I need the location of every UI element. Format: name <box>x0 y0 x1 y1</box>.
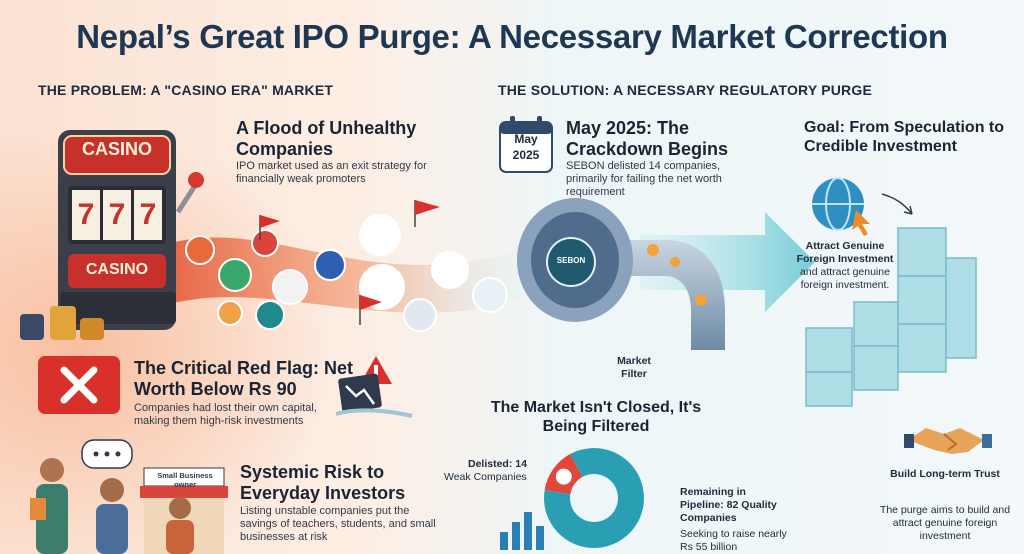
goal-title: Goal: From Speculation to Credible Inves… <box>804 119 1005 155</box>
calendar-month: May <box>514 132 538 146</box>
casino-sign: CASINO <box>81 139 152 159</box>
filtered-title: The Market Isn't Closed, It's Being Filt… <box>490 399 702 435</box>
delisted-label: Delisted: 14 <box>468 458 527 470</box>
market-filter-pipe <box>517 198 725 350</box>
everyday-investors-illustration <box>30 439 228 554</box>
crackdown-title: May 2025: The Crackdown Begins <box>566 118 729 159</box>
page-title: Nepal’s Great IPO Purge: A Necessary Mar… <box>76 18 948 55</box>
crackdown-text: SEBON delisted 14 companies, primarily f… <box>566 160 722 198</box>
calendar-year: 2025 <box>512 148 540 162</box>
red-x-icon <box>38 356 120 414</box>
risk-title: Systemic Risk to Everyday Investors <box>240 462 406 503</box>
delisted-sub: Weak Companies <box>444 471 527 483</box>
shop-sign: Small Business owner <box>157 471 213 489</box>
slot-reel-1: 7 <box>77 198 95 231</box>
solution-heading: THE SOLUTION: A NECESSARY REGULATORY PUR… <box>498 82 872 98</box>
problem-heading: THE PROBLEM: A "CASINO ERA" MARKET <box>38 82 334 98</box>
trust-text: The purge aims to build and attract genu… <box>879 504 1011 542</box>
filter-label: Market Filter <box>617 355 651 380</box>
falling-chart-icon <box>335 356 413 418</box>
red-flag-text: Companies had lost their own capital, ma… <box>134 402 317 427</box>
slot-machine-illustration <box>58 130 204 330</box>
remaining-label: Remaining in Pipeline: 82 Quality Compan… <box>680 486 777 524</box>
risk-text: Listing unstable companies put the savin… <box>240 505 436 543</box>
slot-reel-3: 7 <box>139 198 157 231</box>
foreign-title: Attract Genuine Foreign Investment <box>796 240 894 265</box>
casino-bottom-sign: CASINO <box>85 261 149 278</box>
red-flag-title: The Critical Red Flag: Net Worth Below R… <box>134 358 354 399</box>
trust-title: Build Long-term Trust <box>890 468 1000 480</box>
foreign-text: and attract genuine foreign investment. <box>800 266 890 291</box>
handshake-icon <box>904 428 992 454</box>
coin-stacks-illustration <box>20 306 104 340</box>
slot-reel-2: 7 <box>108 198 126 231</box>
company-coins-flood <box>185 200 508 332</box>
pipeline-donut-chart <box>500 448 644 550</box>
remaining-sub: Seeking to raise nearly Rs 55 billion <box>680 528 787 553</box>
globe-cursor-icon <box>812 177 913 236</box>
donut-slice-remaining <box>544 448 644 548</box>
flood-text: IPO market used as an exit strategy for … <box>236 160 427 185</box>
growth-cubes-illustration <box>805 227 977 407</box>
flood-title: A Flood of Unhealthy Companies <box>236 118 417 159</box>
calendar-icon <box>499 116 553 173</box>
delisted-marker-icon <box>555 468 572 485</box>
sebon-badge: SEBON <box>556 256 586 265</box>
